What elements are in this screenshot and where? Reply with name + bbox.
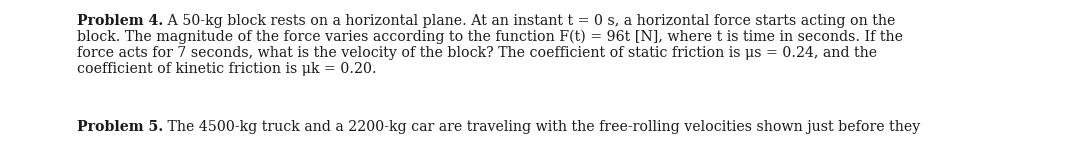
Text: The 4500-kg truck and a 2200-kg car are traveling with the free-rolling velociti: The 4500-kg truck and a 2200-kg car are … [163, 120, 921, 134]
Text: block. The magnitude of the force varies according to the function F(t) = 96t [N: block. The magnitude of the force varies… [77, 30, 903, 44]
Text: coefficient of kinetic friction is μk = 0.20.: coefficient of kinetic friction is μk = … [77, 62, 377, 76]
Text: Problem 5.: Problem 5. [77, 120, 163, 134]
Text: force acts for 7 seconds, what is the velocity of the block? The coefficient of : force acts for 7 seconds, what is the ve… [77, 46, 877, 60]
Text: Problem 4.: Problem 4. [77, 14, 163, 28]
Text: A 50-kg block rests on a horizontal plane. At an instant t = 0 s, a horizontal f: A 50-kg block rests on a horizontal plan… [163, 14, 895, 28]
